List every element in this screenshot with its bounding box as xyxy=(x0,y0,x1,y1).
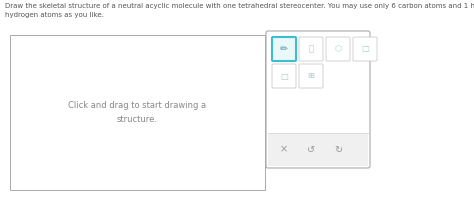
FancyBboxPatch shape xyxy=(272,64,296,88)
Text: □: □ xyxy=(361,45,369,53)
Bar xyxy=(10,35,265,190)
FancyBboxPatch shape xyxy=(299,37,323,61)
Text: ↺: ↺ xyxy=(307,145,315,154)
Text: □: □ xyxy=(280,71,288,81)
FancyBboxPatch shape xyxy=(353,37,377,61)
Bar xyxy=(268,133,368,166)
Text: Click and drag to start drawing a
structure.: Click and drag to start drawing a struct… xyxy=(68,101,207,124)
Text: Draw the skeletal structure of a neutral acyclic molecule with one tetrahedral s: Draw the skeletal structure of a neutral… xyxy=(5,3,474,17)
Text: ⊞: ⊞ xyxy=(308,71,315,81)
FancyBboxPatch shape xyxy=(326,37,350,61)
FancyBboxPatch shape xyxy=(299,64,323,88)
Text: ⬭: ⬭ xyxy=(309,45,313,53)
FancyBboxPatch shape xyxy=(266,31,370,168)
Text: ×: × xyxy=(280,145,288,154)
Text: ⬡: ⬡ xyxy=(334,45,342,53)
Text: ↻: ↻ xyxy=(334,145,342,154)
Text: ✏: ✏ xyxy=(280,44,288,54)
FancyBboxPatch shape xyxy=(272,37,296,61)
